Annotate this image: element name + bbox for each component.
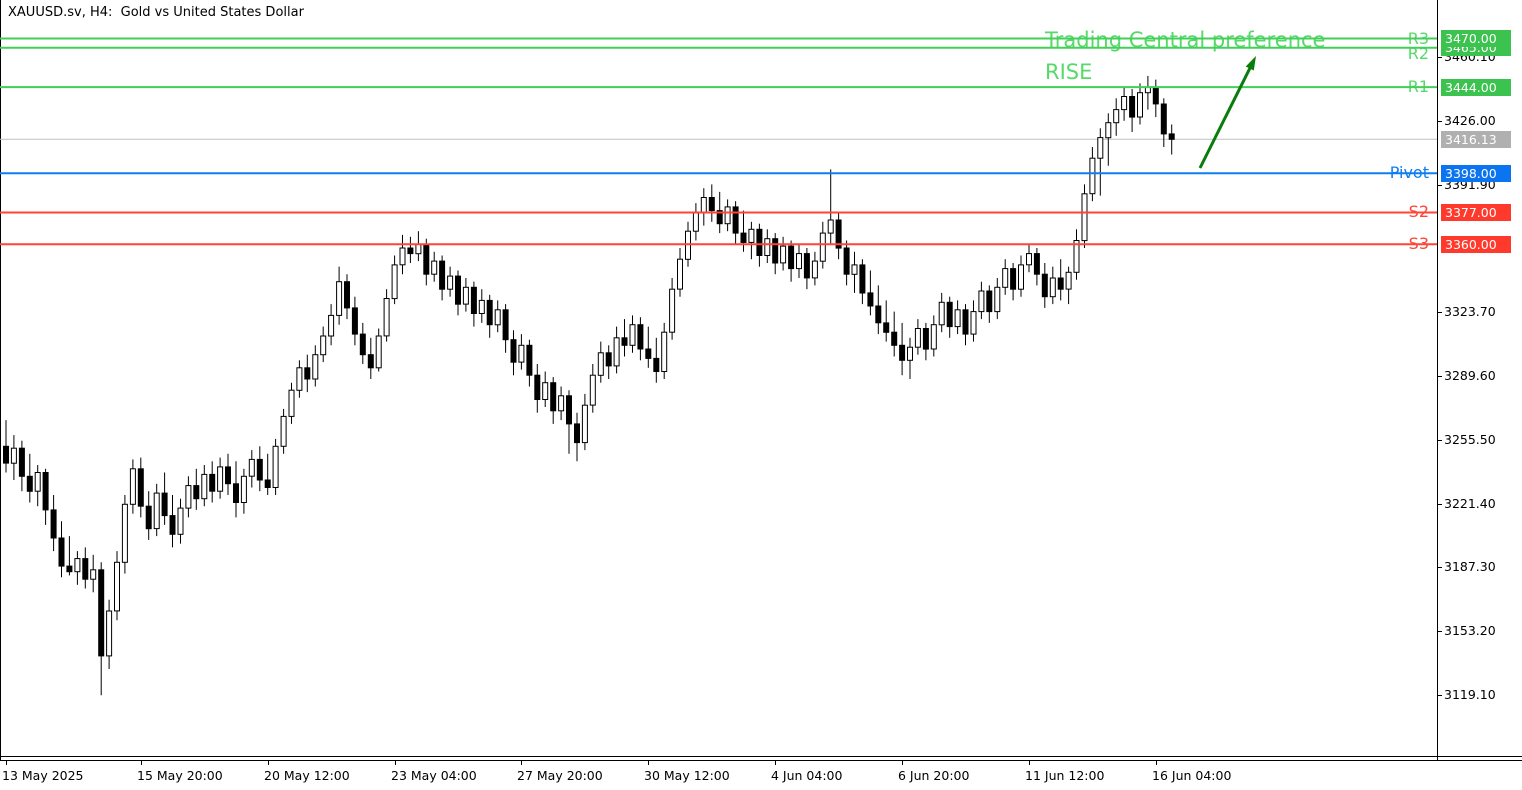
chart-left-border <box>0 0 1 762</box>
price-tick-label: 3255.50 <box>1444 432 1496 447</box>
time-tick-mark <box>1156 761 1157 765</box>
time-tick-mark <box>521 761 522 765</box>
time-tick-mark <box>141 761 142 765</box>
level-badge-s2: 3377.00 <box>1441 204 1511 221</box>
price-tick-mark <box>1438 312 1442 313</box>
price-tick-label: 3187.30 <box>1444 559 1496 574</box>
price-tick-label: 3221.40 <box>1444 496 1496 511</box>
price-tick-mark <box>1438 440 1442 441</box>
time-label: 6 Jun 20:00 <box>898 768 970 783</box>
price-axis[interactable]: 3460.10 3426.00 3391.90 3323.70 3289.60 3255.… <box>1437 0 1522 762</box>
time-label: 23 May 04:00 <box>391 768 477 783</box>
time-tick-mark <box>902 761 903 765</box>
time-axis-border <box>0 760 1522 761</box>
chart-drawing-layer <box>0 37 1437 696</box>
time-label: 20 May 12:00 <box>264 768 350 783</box>
chart-bottom-separator <box>0 756 1522 757</box>
time-tick-mark <box>395 761 396 765</box>
level-badge-pivot: 3398.00 <box>1441 165 1511 182</box>
time-axis[interactable]: 13 May 2025 15 May 20:00 20 May 12:00 23 Ma… <box>0 761 1522 790</box>
time-tick-mark <box>775 761 776 765</box>
current-price-badge: 3416.13 <box>1441 131 1511 148</box>
candlestick-chart[interactable]: XAUUSD.sv, H4: Gold vs United States Dol… <box>0 0 1437 762</box>
time-label: 27 May 20:00 <box>517 768 603 783</box>
time-label: 15 May 20:00 <box>137 768 223 783</box>
price-tick-mark <box>1438 504 1442 505</box>
time-tick-mark <box>1029 761 1030 765</box>
price-tick-mark <box>1438 185 1442 186</box>
level-badge-r3: 3470.00 <box>1441 30 1511 47</box>
time-label: 30 May 12:00 <box>644 768 730 783</box>
price-tick-mark <box>1438 376 1442 377</box>
price-tick-mark <box>1438 567 1442 568</box>
time-tick-mark <box>268 761 269 765</box>
price-tick-label: 3323.70 <box>1444 304 1496 319</box>
trend-arrow-head <box>1245 56 1256 71</box>
time-label: 4 Jun 04:00 <box>771 768 843 783</box>
time-tick-mark <box>6 761 7 765</box>
level-label-s3: S3 <box>1408 234 1429 253</box>
time-label: 13 May 2025 <box>2 768 84 783</box>
preference-text: Trading Central preference <box>1045 28 1326 52</box>
price-tick-mark <box>1438 121 1442 122</box>
time-tick-mark <box>648 761 649 765</box>
time-label: 16 Jun 04:00 <box>1152 768 1232 783</box>
price-tick-label: 3426.00 <box>1444 113 1496 128</box>
level-label-pivot: Pivot <box>1389 163 1429 182</box>
level-label-s2: S2 <box>1408 202 1429 221</box>
price-tick-mark <box>1438 57 1442 58</box>
chart-title: XAUUSD.sv, H4: Gold vs United States Dol… <box>8 5 304 20</box>
level-label-r2: R2 <box>1407 44 1429 63</box>
level-badge-r1: 3444.00 <box>1441 79 1511 96</box>
rise-text: RISE <box>1045 60 1093 84</box>
price-tick-label: 3153.20 <box>1444 623 1496 638</box>
price-tick-mark <box>1438 631 1442 632</box>
level-badge-s3: 3360.00 <box>1441 236 1511 253</box>
level-label-r1: R1 <box>1407 77 1429 96</box>
price-tick-label: 3119.10 <box>1444 687 1496 702</box>
trend-arrow-shaft <box>1198 62 1254 169</box>
time-label: 11 Jun 12:00 <box>1025 768 1105 783</box>
price-tick-label: 3289.60 <box>1444 368 1496 383</box>
price-tick-mark <box>1438 695 1442 696</box>
